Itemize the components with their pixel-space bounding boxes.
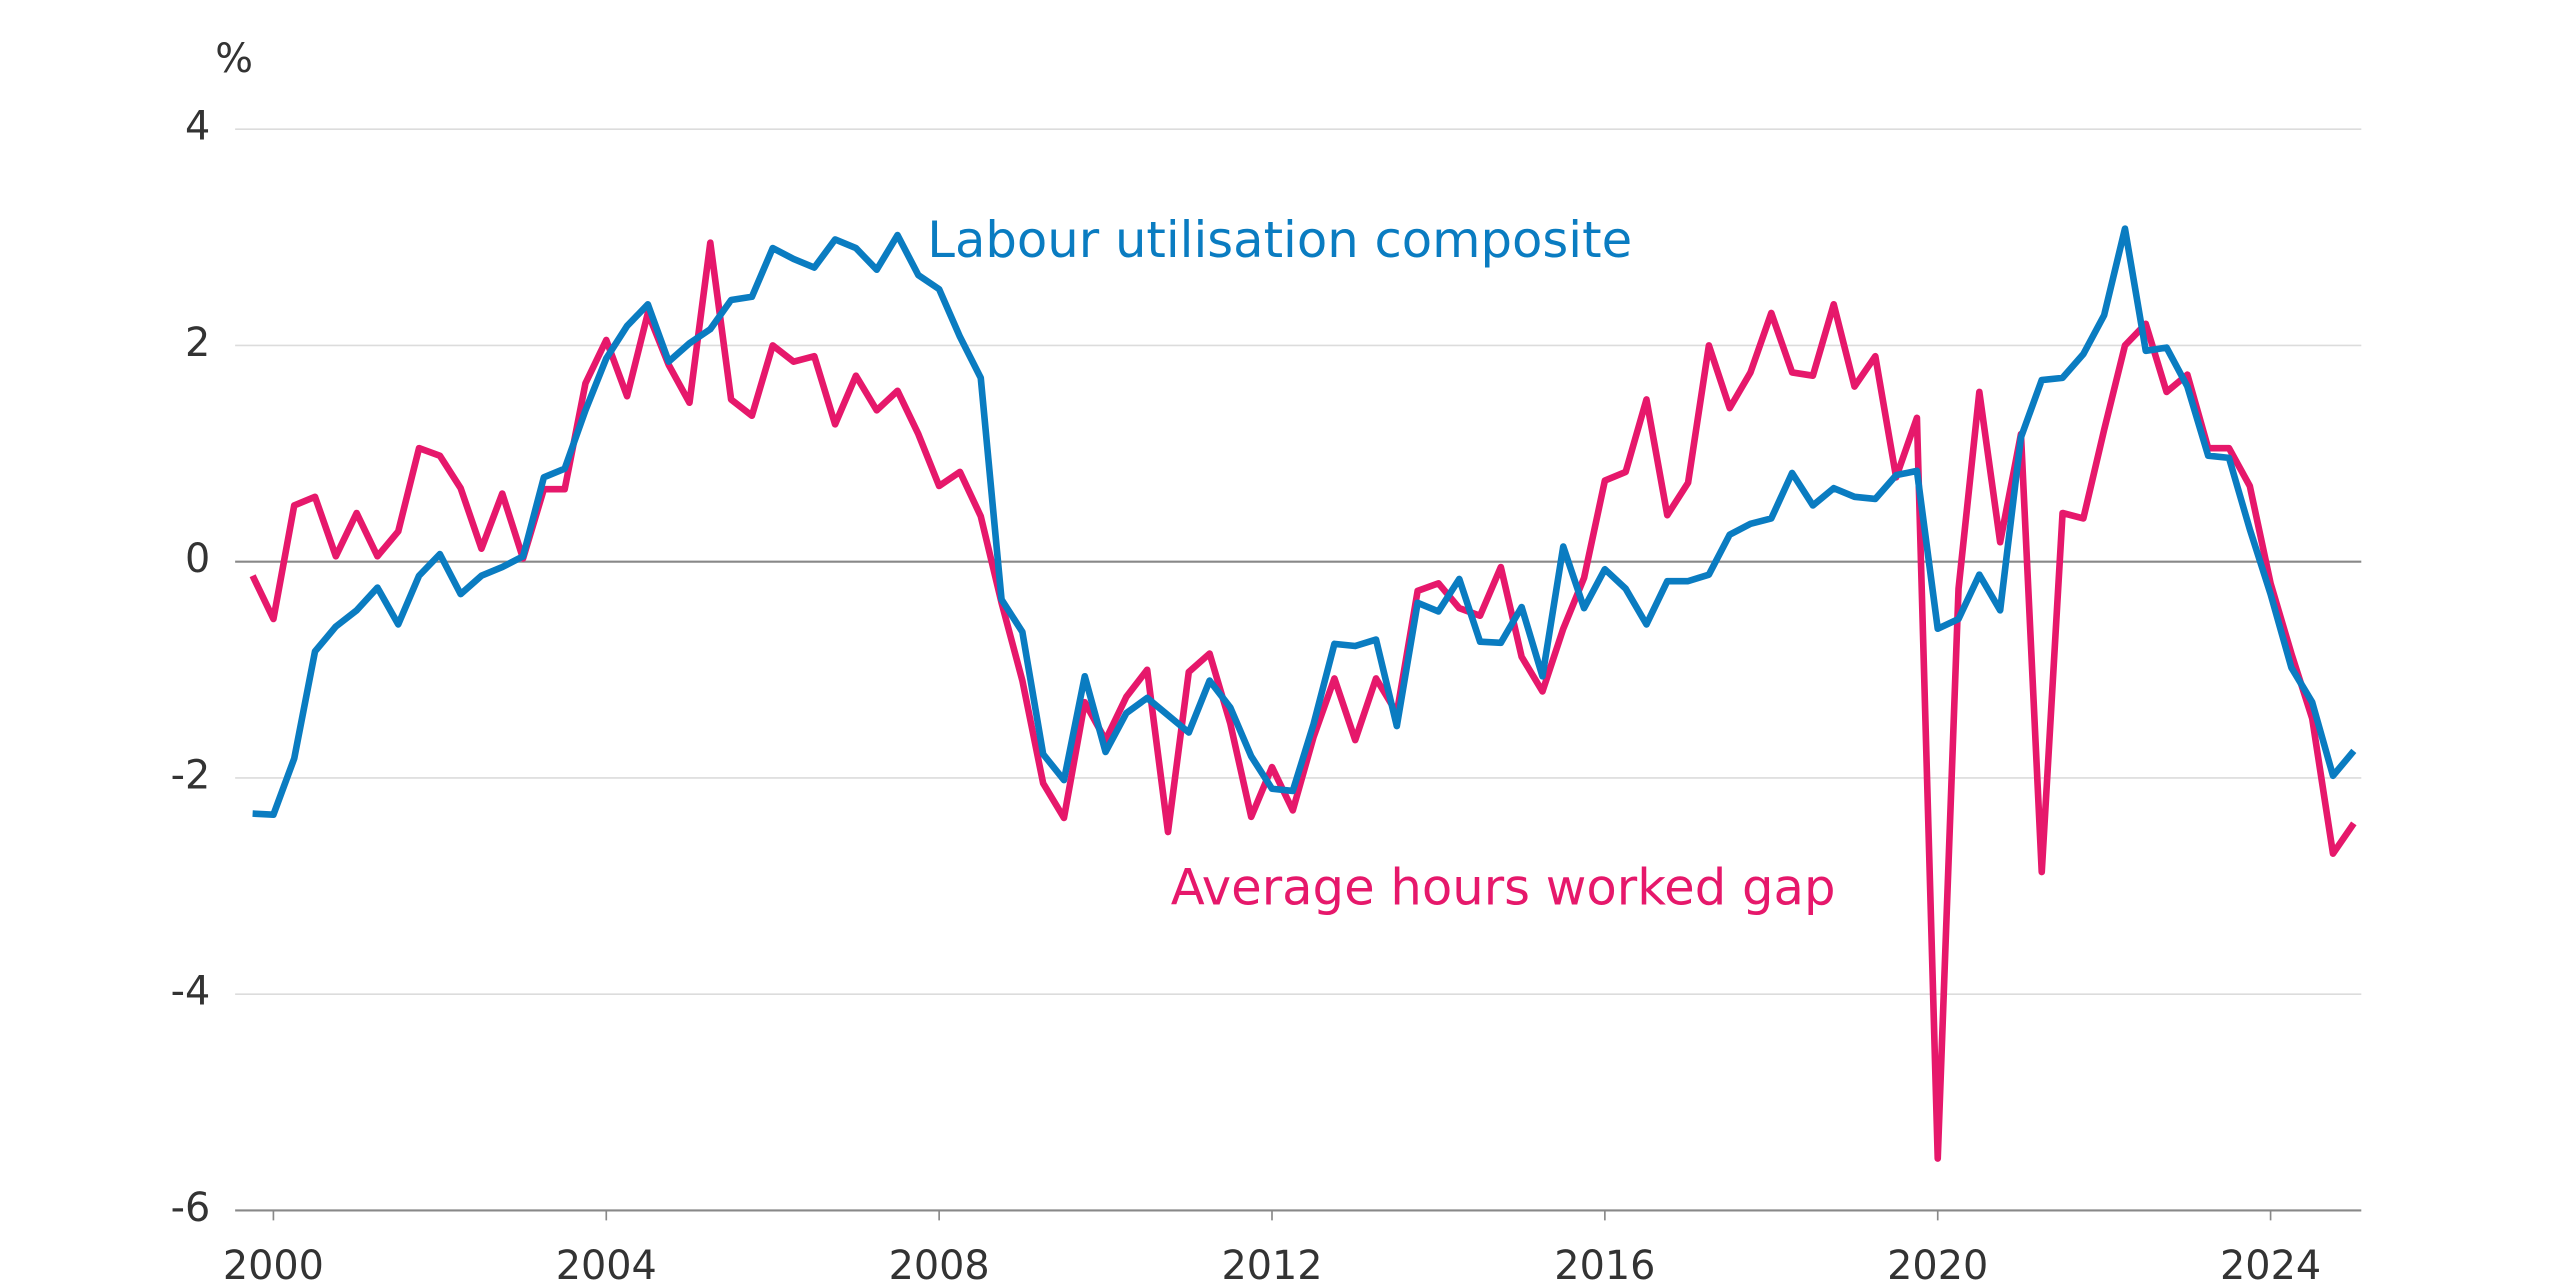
- y-tick-label: -4: [171, 969, 211, 1015]
- y-tick-label: -6: [171, 1185, 211, 1231]
- x-tick-label: 2008: [889, 1243, 990, 1280]
- series-label: Labour utilisation composite: [927, 211, 1632, 269]
- y-tick-label: 0: [185, 536, 210, 582]
- x-tick-label: 2016: [1554, 1243, 1655, 1280]
- x-tick-label: 2012: [1221, 1243, 1322, 1280]
- unit-label: %: [215, 36, 253, 82]
- x-tick-label: 2000: [223, 1243, 324, 1280]
- y-tick-label: 4: [185, 104, 210, 150]
- series-line: [252, 225, 2357, 819]
- series-label: Average hours worked gap: [1171, 858, 1836, 916]
- x-tick-label: 2020: [1887, 1243, 1988, 1280]
- series-line: [249, 239, 2357, 1162]
- y-tick-label: 2: [185, 320, 210, 366]
- y-tick-label: -2: [171, 752, 211, 798]
- x-tick-label: 2004: [556, 1243, 657, 1280]
- x-tick-label: 2024: [2220, 1243, 2321, 1280]
